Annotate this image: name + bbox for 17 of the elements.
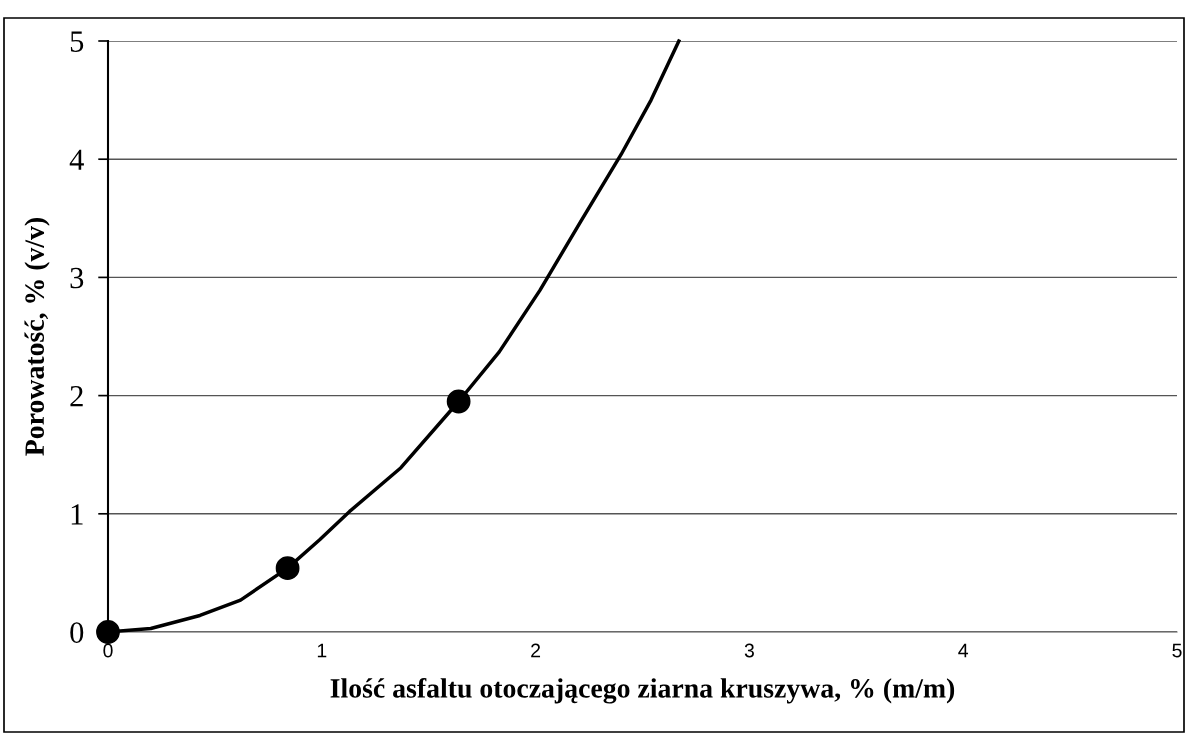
x-tick-label: 5 [1172, 643, 1182, 658]
y-tick-label: 0 [70, 622, 84, 643]
point [96, 620, 120, 644]
y-tick-label: 5 [70, 31, 84, 52]
x-tick-label: 1 [317, 643, 327, 658]
point [446, 389, 471, 414]
point [275, 556, 300, 581]
y-tick-label: 2 [70, 385, 83, 407]
x-axis-title: Ilość asfaltu otoczającego ziarna kruszywa, % (m/m) [330, 677, 955, 704]
x-tick-label: 4 [958, 643, 969, 658]
y-axis-title: Porowatość, % (v/v) [24, 218, 50, 456]
y-tick-label: 1 [71, 504, 83, 525]
y-tick-label: 4 [69, 149, 84, 170]
x-tick-label: 2 [531, 643, 541, 658]
y-tick-label: 3 [70, 267, 84, 289]
x-tick-label: 0 [103, 643, 113, 658]
x-tick-label: 3 [744, 643, 754, 658]
